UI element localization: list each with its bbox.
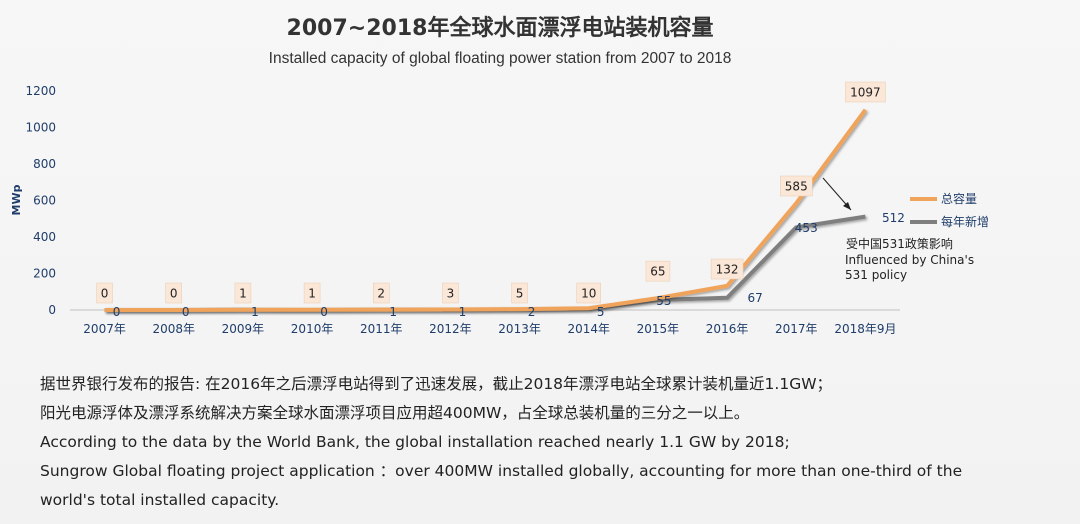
x-tick-label: 2015年 bbox=[637, 322, 680, 336]
y-tick-label: 200 bbox=[33, 267, 56, 281]
x-tick-label: 2011年 bbox=[360, 322, 403, 336]
x-tick-label: 2007年 bbox=[83, 322, 126, 336]
annual-label: 0 bbox=[320, 305, 328, 319]
annotation-en: 531 policy bbox=[845, 268, 907, 282]
description-line: Sungrow Global floating project applicat… bbox=[40, 462, 963, 480]
annual-label: 55 bbox=[656, 294, 671, 308]
total-label-box bbox=[373, 282, 390, 304]
annual-label: 1 bbox=[459, 305, 467, 319]
total-label-box bbox=[780, 175, 813, 197]
chart-title: 2007~2018年全球水面漂浮电站装机容量 bbox=[286, 16, 714, 41]
x-tick-label: 2008年 bbox=[152, 322, 195, 336]
total-label: 1 bbox=[239, 287, 247, 301]
legend-label: 每年新增 bbox=[941, 214, 989, 229]
series-line-total bbox=[104, 108, 868, 312]
x-tick-label: 2012年 bbox=[429, 322, 472, 336]
annotation-zh: 受中国531政策影响 bbox=[846, 236, 953, 251]
annual-label: 453 bbox=[795, 221, 818, 235]
x-tick-label: 2016年 bbox=[706, 322, 749, 336]
description-line: world's total installed capacity. bbox=[40, 491, 280, 509]
total-label-box bbox=[234, 282, 252, 304]
total-label: 3 bbox=[447, 287, 455, 301]
total-label-box bbox=[442, 282, 459, 304]
x-tick-label: 2017年 bbox=[775, 322, 818, 336]
total-label: 5 bbox=[516, 287, 524, 301]
total-label: 1 bbox=[308, 287, 316, 301]
total-label: 65 bbox=[650, 265, 665, 279]
x-tick-label: 2014年 bbox=[567, 322, 610, 336]
y-axis-label: MWp bbox=[10, 184, 23, 215]
y-tick-label: 800 bbox=[33, 157, 56, 171]
annual-label: 2 bbox=[528, 305, 536, 319]
total-label: 132 bbox=[716, 263, 739, 277]
annotation-en: Influenced by China's bbox=[845, 253, 974, 267]
annual-label: 0 bbox=[182, 305, 190, 319]
total-label: 585 bbox=[785, 180, 808, 194]
x-tick-label: 2018年9月 bbox=[834, 322, 896, 336]
x-tick-label: 2013年 bbox=[498, 322, 541, 336]
annual-label: 0 bbox=[113, 305, 121, 319]
annual-label: 67 bbox=[747, 291, 762, 305]
total-label: 1097 bbox=[850, 86, 881, 100]
series-lines bbox=[104, 108, 868, 312]
total-label: 2 bbox=[377, 287, 385, 301]
total-label: 10 bbox=[581, 287, 596, 301]
annual-label: 5 bbox=[597, 305, 605, 319]
legend-label: 总容量 bbox=[941, 191, 977, 206]
y-tick-label: 0 bbox=[48, 303, 56, 317]
x-tick-label: 2009年 bbox=[222, 322, 265, 336]
description-line: 据世界银行发布的报告: 在2016年之后漂浮电站得到了迅速发展，截止2018年漂… bbox=[40, 375, 833, 393]
description-line: 阳光电源浮体及漂浮系统解决方案全球水面漂浮项目应用超400MW，占全球总装机量的… bbox=[40, 404, 750, 422]
description-text: 据世界银行发布的报告: 在2016年之后漂浮电站得到了迅速发展，截止2018年漂… bbox=[40, 370, 1070, 515]
total-label: 0 bbox=[101, 287, 109, 301]
total-label-box bbox=[645, 260, 671, 282]
description-line: According to the data by the World Bank,… bbox=[40, 433, 790, 451]
total-label-box bbox=[576, 282, 601, 304]
total-label-box bbox=[303, 282, 321, 304]
annotation-arrowhead bbox=[843, 202, 851, 210]
total-label: 0 bbox=[170, 287, 178, 301]
total-label-box bbox=[511, 282, 528, 304]
y-tick-label: 1000 bbox=[25, 121, 56, 135]
x-tick-label: 2010年 bbox=[291, 322, 334, 336]
annual-label: 1 bbox=[389, 305, 397, 319]
y-tick-label: 400 bbox=[33, 230, 56, 244]
total-label-box bbox=[96, 282, 113, 304]
total-label-box bbox=[165, 282, 182, 304]
y-tick-label: 600 bbox=[33, 194, 56, 208]
annual-label: 1 bbox=[251, 305, 259, 319]
annual-label: 512 bbox=[882, 211, 905, 225]
y-tick-label: 1200 bbox=[25, 84, 56, 98]
total-label-box bbox=[710, 258, 744, 280]
total-label-box bbox=[845, 81, 886, 103]
chart-subtitle: Installed capacity of global floating po… bbox=[268, 50, 732, 67]
